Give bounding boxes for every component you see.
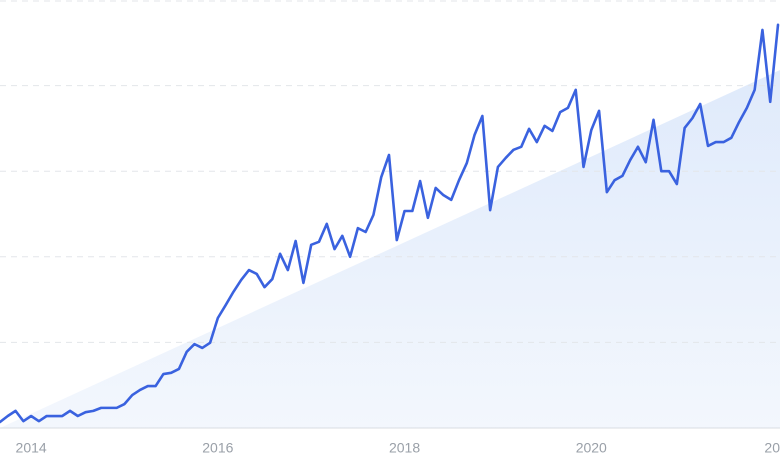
x-tick-label: 20	[764, 440, 780, 456]
x-tick-label: 2016	[202, 440, 233, 456]
marks	[0, 23, 780, 424]
x-tick-label: 2018	[389, 440, 420, 456]
x-tick-label: 2014	[16, 440, 47, 456]
labels: 2014 2016 2018 2020 20	[16, 440, 780, 456]
line	[0, 23, 780, 424]
x-tick-label: 2020	[576, 440, 607, 456]
trend-area	[0, 70, 780, 428]
